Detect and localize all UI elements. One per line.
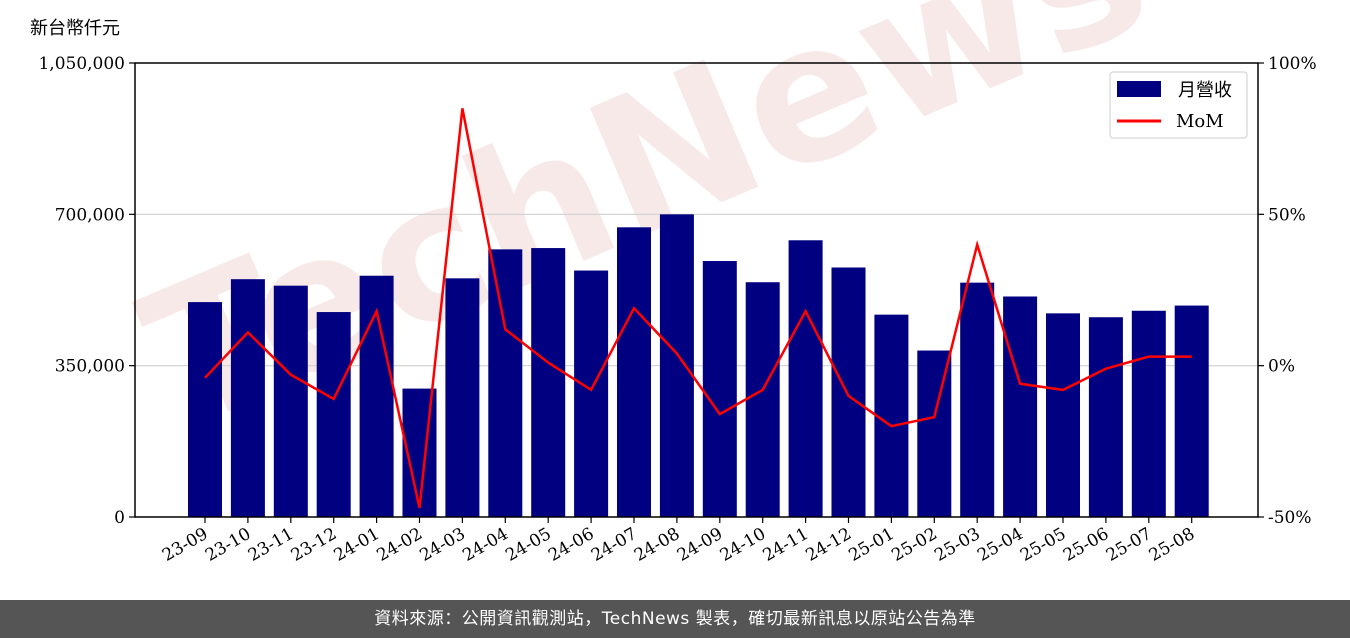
x-tick-label: 23-12: [288, 524, 340, 566]
bar-25-02: [917, 350, 952, 517]
y-axis-unit-label: 新台幣仟元: [30, 18, 120, 39]
x-tick-label: 25-03: [931, 524, 983, 566]
bar-series: [188, 214, 1209, 518]
bar-25-08: [1174, 305, 1209, 517]
x-tick-label: 24-02: [374, 524, 426, 566]
y-right-tick-label: -50%: [1268, 508, 1312, 528]
x-tick-label: 23-10: [202, 524, 254, 566]
legend-bar-swatch: [1117, 81, 1161, 97]
bar-25-04: [1003, 296, 1038, 517]
x-tick-label: 24-09: [674, 524, 726, 566]
plot-frame: [134, 62, 1259, 518]
y-left-tick-label: 700,000: [55, 205, 125, 225]
bar-25-05: [1046, 313, 1080, 517]
bar-25-01: [874, 314, 909, 517]
y-left-tick-label: 350,000: [55, 357, 125, 377]
x-tick-label: 25-04: [974, 524, 1026, 566]
y-right-tick-label: 100%: [1268, 54, 1317, 74]
x-tick-label: 24-07: [588, 524, 640, 566]
revenue-chart: TechNews 0350,000700,0001,050,000-50%0%5…: [38, 0, 1317, 566]
x-tick-label: 25-05: [1017, 524, 1069, 566]
x-tick-label: 25-01: [845, 524, 897, 566]
x-tick-label: 24-05: [502, 524, 554, 566]
x-tick-label: 24-11: [760, 524, 812, 566]
bar-24-05: [531, 248, 566, 517]
bar-24-12: [831, 267, 866, 517]
bar-24-11: [788, 240, 823, 517]
bar-23-11: [273, 285, 308, 517]
bar-24-07: [617, 227, 651, 518]
bar-25-06: [1088, 317, 1123, 517]
bar-24-06: [574, 270, 609, 517]
x-tick-label: 24-03: [416, 524, 468, 566]
bar-25-03: [960, 282, 995, 517]
x-tick-label: 23-11: [245, 524, 297, 566]
line-series: [204, 108, 1192, 509]
bar-23-10: [230, 279, 265, 517]
bar-24-10: [745, 282, 780, 517]
x-tick-label: 24-01: [331, 524, 383, 566]
legend: 月營收 MoM: [1109, 71, 1248, 139]
x-tick-label: 24-04: [459, 524, 511, 566]
x-tick-label: 25-08: [1146, 524, 1198, 566]
legend-line-label: MoM: [1176, 111, 1224, 132]
bar-24-03: [445, 278, 480, 517]
x-tick-label: 23-09: [159, 524, 211, 566]
x-tick-label: 24-10: [717, 524, 769, 566]
bar-24-09: [702, 261, 737, 517]
bar-24-04: [488, 249, 523, 517]
source-footer: 資料來源：公開資訊觀測站，TechNews 製表，確切最新訊息以原站公告為準: [0, 600, 1350, 638]
bar-24-08: [659, 214, 694, 518]
y-left-tick-label: 1,050,000: [38, 54, 125, 74]
x-tick-label: 24-06: [545, 524, 597, 566]
bar-23-09: [188, 302, 222, 517]
x-tick-label: 24-08: [631, 524, 683, 566]
y-right-tick-label: 0%: [1268, 357, 1295, 377]
legend-bar-label: 月營收: [1178, 80, 1232, 101]
x-tick-label: 25-07: [1103, 524, 1155, 566]
x-tick-label: 25-06: [1060, 524, 1112, 566]
x-tick-label: 24-12: [803, 524, 855, 566]
y-right-tick-label: 50%: [1268, 205, 1306, 225]
bar-23-12: [316, 312, 351, 517]
bar-25-07: [1131, 310, 1166, 517]
mom-line: [204, 108, 1192, 509]
x-tick-label: 25-02: [888, 524, 940, 566]
y-left-tick-label: 0: [114, 508, 125, 528]
